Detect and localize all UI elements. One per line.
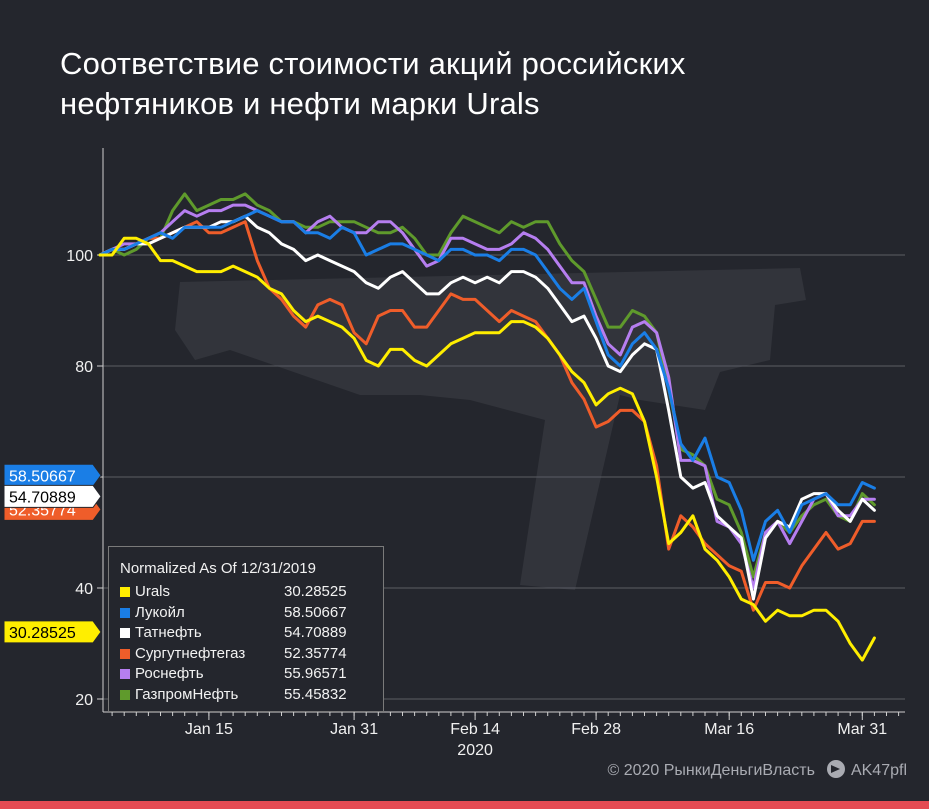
legend-row: Лукойл 58.50667 <box>120 603 380 623</box>
series-line-2 <box>98 214 876 601</box>
series-lines <box>98 192 876 662</box>
legend-series-value: 55.45832 <box>284 685 347 703</box>
legend-series-value: 54.70889 <box>284 624 347 641</box>
last-value-tag-2: 54.70889 <box>3 484 102 508</box>
series-line-5 <box>98 192 876 579</box>
chart-title-line-2: нефтяников и нефти марки Urals <box>60 86 540 121</box>
telegram-icon <box>826 760 845 778</box>
legend-row: Татнефть 54.70889 <box>120 623 380 643</box>
legend-series-name: Лукойл <box>135 603 185 621</box>
channel-handle: AK47pfl <box>850 762 907 779</box>
legend-swatch <box>120 648 130 659</box>
legend-title: Normalized As Of 12/31/2019 <box>120 560 316 577</box>
last-value-tag-bg <box>3 620 102 644</box>
y-tick-label: 40 <box>75 581 93 598</box>
x-tick-label: Jan 31 <box>330 721 378 738</box>
legend-swatch <box>120 669 130 679</box>
legend-swatch <box>120 628 130 638</box>
x-year-label: 2020 <box>457 742 493 759</box>
last-value-tag-label: 30.28525 <box>9 625 76 642</box>
copyright-text: © 2020 РынкиДеньгиВласть <box>607 762 815 779</box>
legend-series-value: 55.96571 <box>284 665 347 682</box>
footer: © 2020 РынкиДеньгиВласть AK47pfl <box>607 760 907 780</box>
legend-series-name: ГазпромНефть <box>135 685 239 703</box>
legend-series-value: 52.35774 <box>284 644 347 662</box>
chart-title-line-1: Соответствие стоимости акций российских <box>60 46 686 81</box>
legend-series-name: Urals <box>135 583 171 600</box>
y-tick-label: 100 <box>66 248 93 265</box>
series-line-0 <box>98 236 876 662</box>
legend-row: Urals 30.28525 <box>120 582 380 602</box>
rifle-watermark <box>175 268 806 590</box>
last-value-tag-bg <box>3 484 102 508</box>
legend-swatch <box>120 689 130 700</box>
legend-row: ГазпромНефть 55.45832 <box>120 685 380 705</box>
legend-series-name: Татнефть <box>135 624 202 641</box>
legend-row: Сургутнефтегаз 52.35774 <box>120 644 380 664</box>
legend: Normalized As Of 12/31/2019 Urals 30.2852… <box>108 546 384 712</box>
chart-title: Соответствие стоимости акций российских … <box>60 44 880 124</box>
legend-swatch <box>120 587 130 597</box>
last-value-tag-label: 58.50667 <box>9 468 76 485</box>
last-value-tag-0: 30.28525 <box>3 620 102 644</box>
legend-row: Роснефть 55.96571 <box>120 664 380 684</box>
x-tick-label: Feb 28 <box>571 721 621 738</box>
last-value-tag-1: 58.50667 <box>3 463 102 487</box>
last-value-tag-bg <box>3 463 102 487</box>
legend-series-value: 58.50667 <box>284 603 347 621</box>
x-tick-label: Feb 14 <box>450 721 500 738</box>
x-tick-label: Jan 15 <box>185 721 233 738</box>
legend-series-value: 30.28525 <box>284 583 347 600</box>
series-line-3 <box>98 220 876 612</box>
series-line-1 <box>98 209 876 562</box>
y-tick-label: 20 <box>75 692 93 709</box>
legend-series-name: Роснефть <box>135 665 204 682</box>
x-tick-label: Mar 16 <box>704 721 754 738</box>
x-tick-label: Mar 31 <box>837 721 887 738</box>
last-value-tag-label: 54.70889 <box>9 489 76 506</box>
y-tick-label: 80 <box>75 359 93 376</box>
bottom-accent-bar <box>0 801 929 809</box>
legend-series-name: Сургутнефтегаз <box>135 644 246 662</box>
legend-swatch <box>120 607 130 618</box>
